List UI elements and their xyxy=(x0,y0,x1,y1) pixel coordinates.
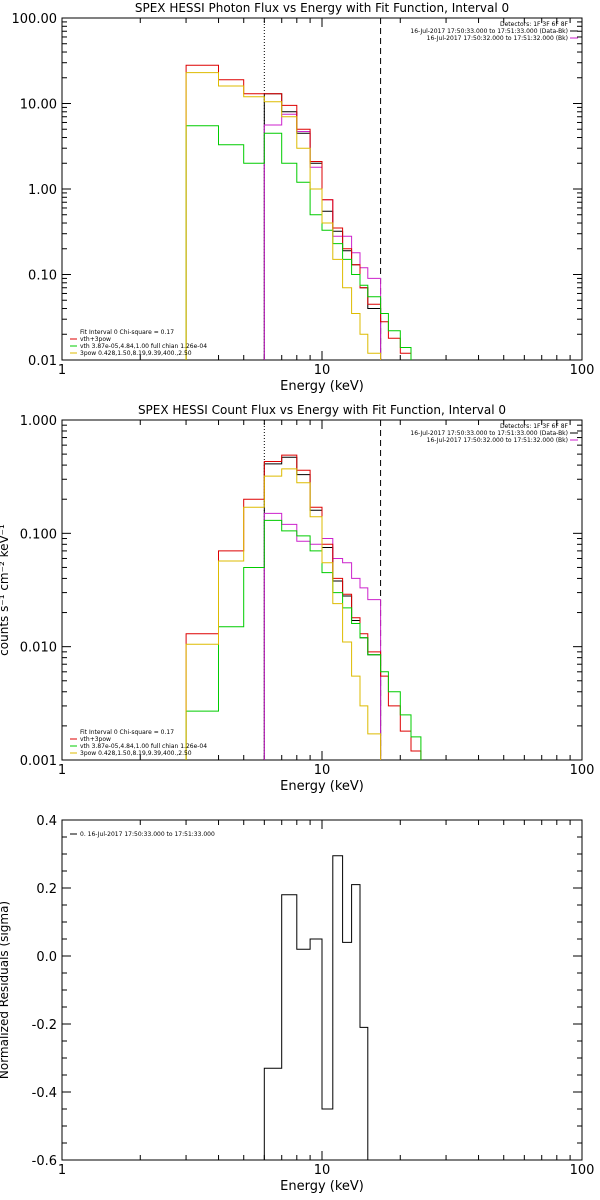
y-tick-label: 10.00 xyxy=(20,98,57,113)
x-tick-label: 1 xyxy=(58,763,66,778)
legend-entry: vth+3pow xyxy=(80,336,111,343)
chart-2: SPEX HESSI Count Flux vs Energy with Fit… xyxy=(0,403,594,794)
x-tick-label: 100 xyxy=(570,1163,595,1178)
y-tick-label: 0.100 xyxy=(20,527,57,542)
x-axis-label: Energy (keV) xyxy=(280,779,364,794)
y-tick-label: -0.4 xyxy=(32,1086,57,1101)
x-tick-label: 100 xyxy=(570,363,595,378)
chart-title: SPEX HESSI Photon Flux vs Energy with Fi… xyxy=(135,1,509,15)
y-tick-label: 1.000 xyxy=(20,414,57,429)
y-tick-label: -0.6 xyxy=(32,1154,57,1169)
legend-entry: 0. 16-Jul-2017 17:50:33.000 to 17:51:33.… xyxy=(80,831,215,838)
annotation-text: Detectors: 1F 3F 6F 8F xyxy=(500,21,569,28)
annotation-text: 16-Jul-2017 17:50:32.000 to 17:51:32.000… xyxy=(427,35,568,42)
legend-entry: vth 3.87e-05,4.84,1.00 full chian 1.26e-… xyxy=(80,743,207,750)
x-tick-label: 1 xyxy=(58,363,66,378)
series-5-step-line xyxy=(185,468,382,760)
legend-entry: vth 3.87e-05,4.84,1.00 full chian 1.26e-… xyxy=(80,343,207,350)
y-tick-label: 0.4 xyxy=(36,814,57,829)
x-tick-label: 10 xyxy=(314,363,331,378)
annotation-text: 16-Jul-2017 17:50:32.000 to 17:51:32.000… xyxy=(427,437,568,444)
x-axis-label: Energy (keV) xyxy=(280,1179,364,1194)
y-tick-label: 100.00 xyxy=(12,12,58,27)
y-tick-label: 1.00 xyxy=(28,183,57,198)
series-3-step-line xyxy=(185,454,422,760)
y-tick-label: 0.010 xyxy=(20,641,57,656)
y-tick-label: 0.0 xyxy=(36,950,57,965)
plot-area xyxy=(185,420,422,760)
annotation-text: 16-Jul-2017 17:50:33.000 to 17:51:33.000… xyxy=(410,28,568,35)
x-tick-label: 1 xyxy=(58,1163,66,1178)
chart-3: 1 10 100 -0.6 -0.4 -0.2 0.0 0.2 0.4 Energy (keV) N… xyxy=(0,814,594,1194)
series-4-step-line xyxy=(185,125,412,360)
y-tick-label: 0.10 xyxy=(28,269,57,284)
legend-entry: vth+3pow xyxy=(80,736,111,743)
series-4-step-line xyxy=(185,519,422,760)
chart-title: SPEX HESSI Count Flux vs Energy with Fit… xyxy=(138,403,506,417)
legend-entry: Fit Interval 0 Chi-square = 0.17 xyxy=(80,729,174,736)
series-1-step-line xyxy=(263,456,382,760)
annotation-text: 16-Jul-2017 17:50:33.000 to 17:51:33.000… xyxy=(410,430,568,437)
series-5-step-line xyxy=(185,72,382,360)
plot-frame xyxy=(61,419,583,761)
y-axis-label: counts s⁻¹ cm⁻² keV⁻¹ xyxy=(0,524,11,656)
plot-area xyxy=(263,855,369,1160)
legend-entry: 3pow 0.428,1.50,8.19,9.39,400.,2.50 xyxy=(80,750,192,757)
x-tick-label: 10 xyxy=(314,763,331,778)
annotation-text: Detectors: 1F 3F 6F 8F xyxy=(500,423,569,430)
series-3-step-line xyxy=(185,64,412,360)
y-tick-label: -0.2 xyxy=(32,1018,57,1033)
y-tick-label: 0.01 xyxy=(28,354,57,369)
x-tick-label: 100 xyxy=(570,763,595,778)
chart-1: SPEX HESSI Photon Flux vs Energy with Fi… xyxy=(12,1,595,394)
x-tick-label: 10 xyxy=(314,1163,331,1178)
legend-entry: Fit Interval 0 Chi-square = 0.17 xyxy=(80,329,174,336)
plot-area xyxy=(185,18,412,360)
legend-entry: 3pow 0.428,1.50,8.19,9.39,400.,2.50 xyxy=(80,350,192,357)
series-1-step-line xyxy=(263,855,369,1160)
y-tick-label: 0.001 xyxy=(20,754,57,769)
y-axis-label: Normalized Residuals (sigma) xyxy=(0,901,11,1079)
y-tick-label: 0.2 xyxy=(36,882,57,897)
x-axis-label: Energy (keV) xyxy=(280,379,364,394)
